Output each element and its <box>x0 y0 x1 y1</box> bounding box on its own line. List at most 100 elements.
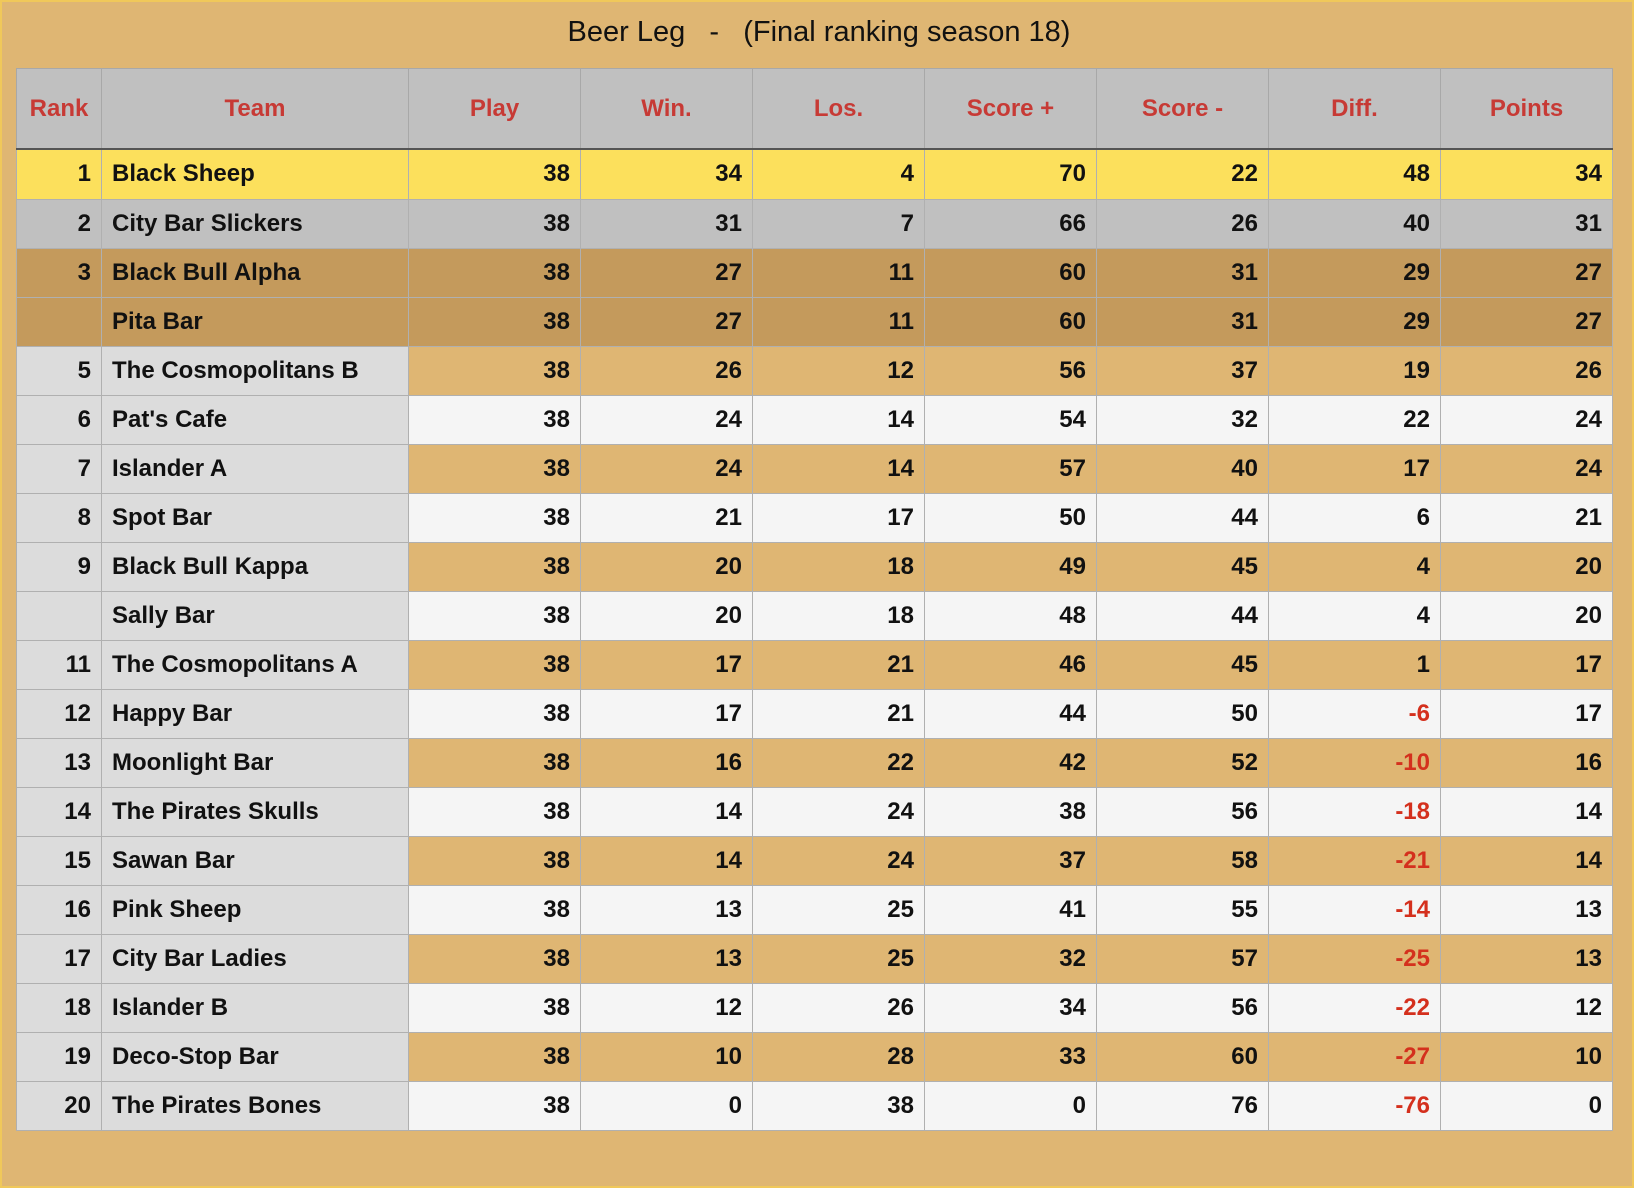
team-name-cell: Deco-Stop Bar <box>101 1031 409 1082</box>
rank-cell: 20 <box>16 1080 102 1131</box>
points-cell: 26 <box>1440 345 1613 396</box>
points-cell: 13 <box>1440 933 1613 984</box>
table-row: 15 Sawan Bar 38 14 24 37 58 -21 14 <box>16 835 1613 886</box>
table-row: 17 City Bar Ladies 38 13 25 32 57 -25 13 <box>16 933 1613 984</box>
losses-cell: 21 <box>752 639 925 690</box>
played-cell: 38 <box>408 296 581 347</box>
difference-cell: -27 <box>1268 1031 1441 1082</box>
played-cell: 38 <box>408 835 581 886</box>
score-against-cell: 50 <box>1096 688 1269 739</box>
score-for-cell: 44 <box>924 688 1097 739</box>
wins-cell: 27 <box>580 247 753 298</box>
score-against-cell: 32 <box>1096 394 1269 445</box>
points-cell: 13 <box>1440 884 1613 935</box>
losses-cell: 22 <box>752 737 925 788</box>
team-name-cell: Happy Bar <box>101 688 409 739</box>
losses-cell: 4 <box>752 148 925 200</box>
score-against-cell: 40 <box>1096 443 1269 494</box>
team-name-cell: Spot Bar <box>101 492 409 543</box>
difference-cell: -14 <box>1268 884 1441 935</box>
column-header-score-plus: Score + <box>924 68 1097 150</box>
table-row: 8 Spot Bar 38 21 17 50 44 6 21 <box>16 492 1613 543</box>
rank-cell: 11 <box>16 639 102 690</box>
team-name-cell: Islander A <box>101 443 409 494</box>
team-name-cell: Pink Sheep <box>101 884 409 935</box>
score-against-cell: 52 <box>1096 737 1269 788</box>
points-cell: 27 <box>1440 247 1613 298</box>
rank-cell: 9 <box>16 541 102 592</box>
points-cell: 17 <box>1440 639 1613 690</box>
rank-cell: 2 <box>16 198 102 249</box>
wins-cell: 24 <box>580 394 753 445</box>
wins-cell: 10 <box>580 1031 753 1082</box>
score-for-cell: 66 <box>924 198 1097 249</box>
score-for-cell: 48 <box>924 590 1097 641</box>
losses-cell: 25 <box>752 884 925 935</box>
wins-cell: 20 <box>580 590 753 641</box>
difference-cell: 19 <box>1268 345 1441 396</box>
table-body: 1 Black Sheep 38 34 4 70 22 48 34 2 City Bar Slick… <box>16 148 1613 1131</box>
losses-cell: 38 <box>752 1080 925 1131</box>
losses-cell: 14 <box>752 394 925 445</box>
wins-cell: 16 <box>580 737 753 788</box>
rank-cell <box>16 590 102 641</box>
rank-cell: 7 <box>16 443 102 494</box>
rank-cell: 8 <box>16 492 102 543</box>
difference-cell: 29 <box>1268 296 1441 347</box>
score-against-cell: 45 <box>1096 639 1269 690</box>
column-header-los: Los. <box>752 68 925 150</box>
team-name-cell: The Pirates Bones <box>101 1080 409 1131</box>
wins-cell: 26 <box>580 345 753 396</box>
played-cell: 38 <box>408 1080 581 1131</box>
column-header-rank: Rank <box>16 68 102 150</box>
losses-cell: 18 <box>752 541 925 592</box>
rank-cell: 13 <box>16 737 102 788</box>
losses-cell: 24 <box>752 786 925 837</box>
score-against-cell: 76 <box>1096 1080 1269 1131</box>
table-row: 20 The Pirates Bones 38 0 38 0 76 -76 0 <box>16 1080 1613 1131</box>
score-for-cell: 56 <box>924 345 1097 396</box>
score-for-cell: 34 <box>924 982 1097 1033</box>
difference-cell: -10 <box>1268 737 1441 788</box>
team-name-cell: The Pirates Skulls <box>101 786 409 837</box>
losses-cell: 25 <box>752 933 925 984</box>
wins-cell: 13 <box>580 933 753 984</box>
column-header-team: Team <box>101 68 409 150</box>
score-against-cell: 22 <box>1096 148 1269 200</box>
table-row: 6 Pat's Cafe 38 24 14 54 32 22 24 <box>16 394 1613 445</box>
score-for-cell: 32 <box>924 933 1097 984</box>
wins-cell: 12 <box>580 982 753 1033</box>
table-row: 5 The Cosmopolitans B 38 26 12 56 37 19 26 <box>16 345 1613 396</box>
points-cell: 24 <box>1440 394 1613 445</box>
wins-cell: 14 <box>580 786 753 837</box>
table-row: Sally Bar 38 20 18 48 44 4 20 <box>16 590 1613 641</box>
score-against-cell: 31 <box>1096 296 1269 347</box>
team-name-cell: The Cosmopolitans B <box>101 345 409 396</box>
losses-cell: 14 <box>752 443 925 494</box>
wins-cell: 17 <box>580 688 753 739</box>
table-row: 2 City Bar Slickers 38 31 7 66 26 40 31 <box>16 198 1613 249</box>
table-row: 9 Black Bull Kappa 38 20 18 49 45 4 20 <box>16 541 1613 592</box>
played-cell: 38 <box>408 394 581 445</box>
table-row: 18 Islander B 38 12 26 34 56 -22 12 <box>16 982 1613 1033</box>
team-name-cell: Pita Bar <box>101 296 409 347</box>
score-against-cell: 37 <box>1096 345 1269 396</box>
score-against-cell: 45 <box>1096 541 1269 592</box>
team-name-cell: Sawan Bar <box>101 835 409 886</box>
losses-cell: 11 <box>752 247 925 298</box>
points-cell: 16 <box>1440 737 1613 788</box>
column-header-play: Play <box>408 68 581 150</box>
played-cell: 38 <box>408 345 581 396</box>
rank-cell: 5 <box>16 345 102 396</box>
score-for-cell: 41 <box>924 884 1097 935</box>
column-header-diff: Diff. <box>1268 68 1441 150</box>
points-cell: 24 <box>1440 443 1613 494</box>
table-row: 7 Islander A 38 24 14 57 40 17 24 <box>16 443 1613 494</box>
played-cell: 38 <box>408 443 581 494</box>
rank-cell: 18 <box>16 982 102 1033</box>
losses-cell: 18 <box>752 590 925 641</box>
table-row: 3 Black Bull Alpha 38 27 11 60 31 29 27 <box>16 247 1613 298</box>
team-name-cell: Black Bull Alpha <box>101 247 409 298</box>
score-against-cell: 56 <box>1096 982 1269 1033</box>
points-cell: 0 <box>1440 1080 1613 1131</box>
